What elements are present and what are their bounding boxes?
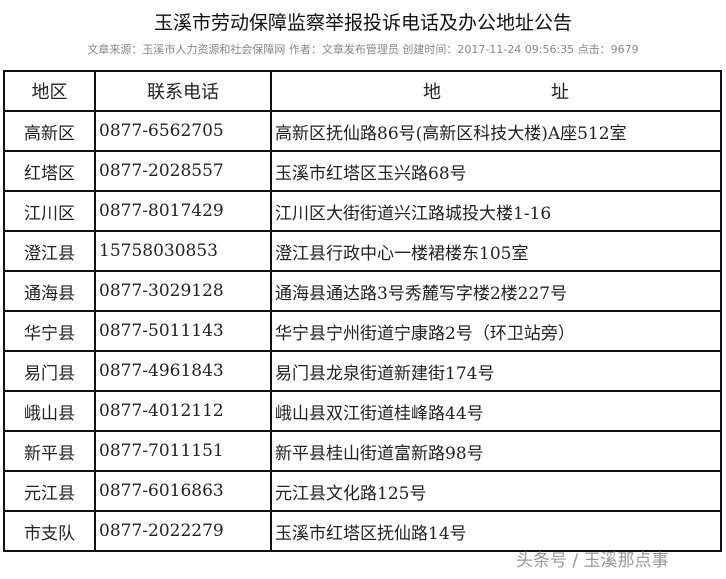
table-header-row: 地区 联系电话 地址 (3, 70, 722, 112)
phone-cell: 0877-6562705 (94, 110, 272, 152)
table-row: 澄江县 15758030853 澄江县行政中心一楼裙楼东105室 (3, 230, 722, 272)
area-cell: 通海县 (3, 270, 96, 312)
watermark: 头条号 / 玉溪那点事 (516, 551, 669, 571)
header-address: 地址 (270, 70, 722, 112)
header-address-char1: 地 (423, 82, 441, 103)
area-cell: 市支队 (3, 510, 96, 552)
table-row: 元江县 0877-6016863 元江县文化路125号 (3, 470, 722, 512)
table-row: 通海县 0877-3029128 通海县通达路3号秀麓写字楼2楼227号 (3, 270, 722, 312)
address-cell: 高新区抚仙路86号(高新区科技大楼)A座512室 (270, 110, 722, 152)
contact-table: 地区 联系电话 地址 高新区 0877-6562705 高新区抚仙路86号(高新区科… (3, 70, 722, 552)
area-cell: 峨山县 (3, 390, 96, 432)
area-cell: 元江县 (3, 470, 96, 512)
phone-cell: 0877-4961843 (94, 350, 272, 392)
article-meta: 文章来源：玉溪市人力资源和社会保障网 作者：文章发布管理员 创建时间：2017-… (87, 43, 639, 56)
table-row: 华宁县 0877-5011143 华宁县宁州街道宁康路2号（环卫站旁） (3, 310, 722, 352)
address-cell: 峨山县双江街道桂峰路44号 (270, 390, 722, 432)
phone-cell: 0877-5011143 (94, 310, 272, 352)
address-cell: 玉溪市红塔区玉兴路68号 (270, 150, 722, 192)
phone-cell: 0877-7011151 (94, 430, 272, 472)
address-cell: 华宁县宁州街道宁康路2号（环卫站旁） (270, 310, 722, 352)
phone-cell: 0877-2028557 (94, 150, 272, 192)
address-cell: 通海县通达路3号秀麓写字楼2楼227号 (270, 270, 722, 312)
area-cell: 新平县 (3, 430, 96, 472)
area-cell: 澄江县 (3, 230, 96, 272)
area-cell: 华宁县 (3, 310, 96, 352)
address-cell: 江川区大街街道兴江路城投大楼1-16 (270, 190, 722, 232)
table-row: 市支队 0877-2022279 玉溪市红塔区抚仙路14号 (3, 510, 722, 552)
address-cell: 新平县桂山街道富新路98号 (270, 430, 722, 472)
phone-cell: 0877-4012112 (94, 390, 272, 432)
header-phone: 联系电话 (94, 70, 272, 112)
area-cell: 江川区 (3, 190, 96, 232)
table-row: 高新区 0877-6562705 高新区抚仙路86号(高新区科技大楼)A座512室 (3, 110, 722, 152)
phone-cell: 0877-8017429 (94, 190, 272, 232)
header-address-char2: 址 (551, 82, 569, 103)
phone-cell: 0877-2022279 (94, 510, 272, 552)
address-cell: 易门县龙泉街道新建街174号 (270, 350, 722, 392)
phone-cell: 0877-6016863 (94, 470, 272, 512)
table-row: 红塔区 0877-2028557 玉溪市红塔区玉兴路68号 (3, 150, 722, 192)
area-cell: 高新区 (3, 110, 96, 152)
page-title: 玉溪市劳动保障监察举报投诉电话及办公地址公告 (153, 12, 572, 34)
table-row: 新平县 0877-7011151 新平县桂山街道富新路98号 (3, 430, 722, 472)
phone-cell: 15758030853 (94, 230, 272, 272)
address-cell: 澄江县行政中心一楼裙楼东105室 (270, 230, 722, 272)
table-row: 易门县 0877-4961843 易门县龙泉街道新建街174号 (3, 350, 722, 392)
header-area: 地区 (3, 70, 96, 112)
area-cell: 红塔区 (3, 150, 96, 192)
address-cell: 玉溪市红塔区抚仙路14号 (270, 510, 722, 552)
address-cell: 元江县文化路125号 (270, 470, 722, 512)
table-row: 峨山县 0877-4012112 峨山县双江街道桂峰路44号 (3, 390, 722, 432)
area-cell: 易门县 (3, 350, 96, 392)
table-row: 江川区 0877-8017429 江川区大街街道兴江路城投大楼1-16 (3, 190, 722, 232)
phone-cell: 0877-3029128 (94, 270, 272, 312)
